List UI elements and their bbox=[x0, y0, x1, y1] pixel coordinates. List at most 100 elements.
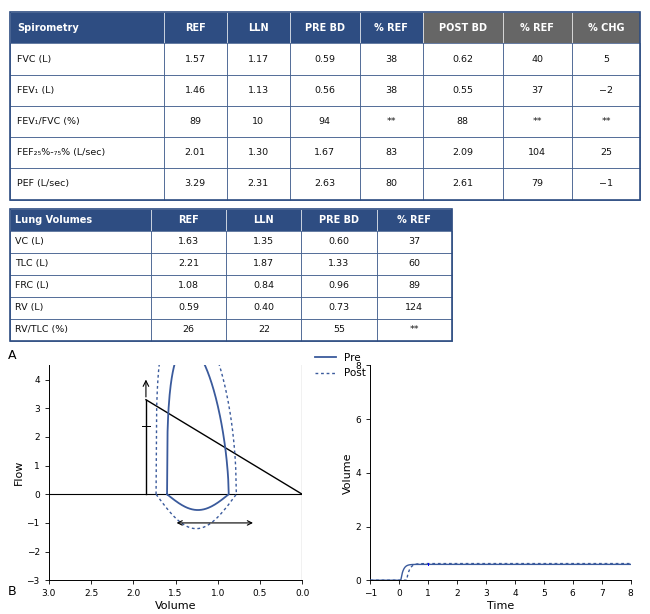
Text: 0.60: 0.60 bbox=[328, 237, 350, 246]
FancyBboxPatch shape bbox=[376, 297, 452, 319]
FancyBboxPatch shape bbox=[164, 168, 227, 200]
FancyBboxPatch shape bbox=[571, 168, 640, 200]
Text: 1.17: 1.17 bbox=[248, 55, 268, 64]
FancyBboxPatch shape bbox=[10, 274, 151, 297]
FancyBboxPatch shape bbox=[290, 44, 359, 75]
FancyBboxPatch shape bbox=[422, 106, 503, 137]
Text: 1.67: 1.67 bbox=[314, 148, 335, 157]
Text: 2.63: 2.63 bbox=[314, 179, 335, 188]
Text: 83: 83 bbox=[385, 148, 397, 157]
Text: PRE BD: PRE BD bbox=[319, 215, 359, 225]
FancyBboxPatch shape bbox=[226, 231, 302, 253]
Text: REF: REF bbox=[185, 23, 205, 33]
Text: 1.33: 1.33 bbox=[328, 259, 350, 268]
FancyBboxPatch shape bbox=[571, 44, 640, 75]
FancyBboxPatch shape bbox=[302, 253, 376, 274]
FancyBboxPatch shape bbox=[376, 253, 452, 274]
Text: 2.21: 2.21 bbox=[178, 259, 200, 268]
Text: 79: 79 bbox=[532, 179, 543, 188]
FancyBboxPatch shape bbox=[226, 253, 302, 274]
Text: FEV₁ (L): FEV₁ (L) bbox=[18, 86, 55, 95]
FancyBboxPatch shape bbox=[10, 75, 164, 106]
FancyBboxPatch shape bbox=[290, 106, 359, 137]
Text: RV (L): RV (L) bbox=[15, 303, 44, 313]
Text: A: A bbox=[8, 349, 16, 362]
FancyBboxPatch shape bbox=[226, 297, 302, 319]
Text: **: ** bbox=[410, 325, 419, 334]
Text: −2: −2 bbox=[599, 86, 613, 95]
FancyBboxPatch shape bbox=[226, 209, 302, 231]
FancyBboxPatch shape bbox=[376, 274, 452, 297]
FancyBboxPatch shape bbox=[227, 12, 290, 44]
FancyBboxPatch shape bbox=[151, 297, 226, 319]
Text: **: ** bbox=[601, 117, 611, 126]
FancyBboxPatch shape bbox=[302, 297, 376, 319]
FancyBboxPatch shape bbox=[164, 12, 227, 44]
FancyBboxPatch shape bbox=[151, 319, 226, 341]
FancyBboxPatch shape bbox=[227, 137, 290, 168]
FancyBboxPatch shape bbox=[376, 231, 452, 253]
Text: 1.13: 1.13 bbox=[248, 86, 268, 95]
Text: −1: −1 bbox=[599, 179, 613, 188]
Text: 89: 89 bbox=[189, 117, 202, 126]
FancyBboxPatch shape bbox=[226, 319, 302, 341]
Text: FRC (L): FRC (L) bbox=[15, 281, 49, 290]
Text: Lung Volumes: Lung Volumes bbox=[15, 215, 92, 225]
Text: 37: 37 bbox=[408, 237, 421, 246]
FancyBboxPatch shape bbox=[227, 168, 290, 200]
Text: % REF: % REF bbox=[397, 215, 431, 225]
Text: 2.09: 2.09 bbox=[452, 148, 473, 157]
Text: PEF (L/sec): PEF (L/sec) bbox=[18, 179, 70, 188]
FancyBboxPatch shape bbox=[503, 75, 571, 106]
Text: 25: 25 bbox=[600, 148, 612, 157]
Text: 1.08: 1.08 bbox=[178, 281, 200, 290]
Text: REF: REF bbox=[178, 215, 199, 225]
Text: VC (L): VC (L) bbox=[15, 237, 44, 246]
FancyBboxPatch shape bbox=[571, 12, 640, 44]
FancyBboxPatch shape bbox=[376, 209, 452, 231]
X-axis label: Volume: Volume bbox=[155, 601, 196, 611]
FancyBboxPatch shape bbox=[10, 12, 164, 44]
Text: 0.59: 0.59 bbox=[178, 303, 200, 313]
Text: B: B bbox=[8, 585, 16, 598]
FancyBboxPatch shape bbox=[290, 75, 359, 106]
Text: 0.55: 0.55 bbox=[452, 86, 473, 95]
Text: **: ** bbox=[386, 117, 396, 126]
Text: LLN: LLN bbox=[248, 23, 268, 33]
FancyBboxPatch shape bbox=[302, 209, 376, 231]
Y-axis label: Flow: Flow bbox=[14, 460, 23, 486]
Text: 5: 5 bbox=[603, 55, 609, 64]
Text: % REF: % REF bbox=[521, 23, 554, 33]
Legend: Pre, Post: Pre, Post bbox=[311, 349, 370, 383]
FancyBboxPatch shape bbox=[227, 75, 290, 106]
FancyBboxPatch shape bbox=[151, 274, 226, 297]
FancyBboxPatch shape bbox=[359, 12, 422, 44]
Text: 1.30: 1.30 bbox=[248, 148, 268, 157]
Text: 10: 10 bbox=[252, 117, 264, 126]
Text: POST BD: POST BD bbox=[439, 23, 487, 33]
FancyBboxPatch shape bbox=[164, 44, 227, 75]
FancyBboxPatch shape bbox=[422, 75, 503, 106]
Text: 1.87: 1.87 bbox=[254, 259, 274, 268]
FancyBboxPatch shape bbox=[376, 319, 452, 341]
FancyBboxPatch shape bbox=[151, 231, 226, 253]
Text: 0.62: 0.62 bbox=[452, 55, 473, 64]
Text: 2.31: 2.31 bbox=[248, 179, 268, 188]
FancyBboxPatch shape bbox=[359, 106, 422, 137]
Text: 37: 37 bbox=[531, 86, 543, 95]
FancyBboxPatch shape bbox=[302, 319, 376, 341]
Text: 1.57: 1.57 bbox=[185, 55, 205, 64]
Y-axis label: Volume: Volume bbox=[343, 452, 353, 494]
FancyBboxPatch shape bbox=[226, 274, 302, 297]
FancyBboxPatch shape bbox=[290, 137, 359, 168]
FancyBboxPatch shape bbox=[164, 75, 227, 106]
FancyBboxPatch shape bbox=[359, 75, 422, 106]
Text: 0.59: 0.59 bbox=[314, 55, 335, 64]
Text: FEF₂₅%-₇₅% (L/sec): FEF₂₅%-₇₅% (L/sec) bbox=[18, 148, 105, 157]
Text: 26: 26 bbox=[183, 325, 195, 334]
FancyBboxPatch shape bbox=[422, 12, 503, 44]
Text: 1.35: 1.35 bbox=[254, 237, 274, 246]
FancyBboxPatch shape bbox=[422, 168, 503, 200]
FancyBboxPatch shape bbox=[10, 253, 151, 274]
FancyBboxPatch shape bbox=[302, 274, 376, 297]
